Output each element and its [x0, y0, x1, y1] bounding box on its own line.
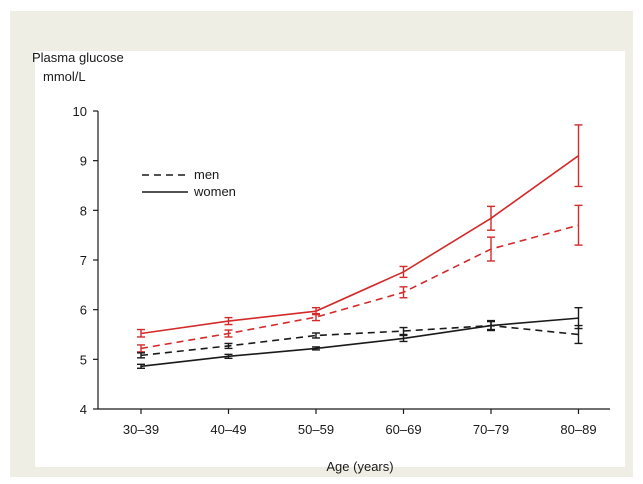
series-line — [140, 317, 579, 368]
series-0 — [137, 124, 583, 338]
tick-labels: 4 5 6 7 8 9 10 30–39 40–49 50–59 60–69 70–79 80–89 — [73, 104, 597, 437]
x-tick-label: 30–39 — [123, 422, 159, 437]
series-2 — [137, 319, 583, 359]
x-axis-label: Age (years) — [326, 459, 393, 474]
series-1 — [137, 204, 583, 353]
axes — [93, 110, 610, 414]
figure-frame — [10, 11, 633, 477]
x-tick-label: 40–49 — [210, 422, 246, 437]
y-tick-label: 4 — [80, 402, 87, 417]
y-axis-label-line1: Plasma glucose — [32, 50, 124, 65]
y-tick-label: 7 — [80, 253, 87, 268]
y-tick-label: 10 — [73, 104, 87, 119]
x-tick-label: 70–79 — [473, 422, 509, 437]
series-line — [140, 324, 579, 357]
y-tick-label: 6 — [80, 303, 87, 318]
x-tick-label: 50–59 — [298, 422, 334, 437]
legend-label-men: men — [194, 167, 219, 182]
series-group — [137, 124, 583, 369]
y-tick-label: 8 — [80, 203, 87, 218]
series-line — [140, 155, 579, 335]
legend-label-women: women — [193, 184, 236, 199]
series-line — [140, 224, 579, 350]
x-tick-label: 80–89 — [560, 422, 596, 437]
y-tick-label: 9 — [80, 154, 87, 169]
plot-area — [35, 51, 625, 467]
x-tick-label: 60–69 — [385, 422, 421, 437]
y-tick-label: 5 — [80, 352, 87, 367]
series-3 — [137, 306, 583, 369]
y-axis-label-line2: mmol/L — [43, 69, 86, 84]
legend: men women — [142, 167, 236, 199]
